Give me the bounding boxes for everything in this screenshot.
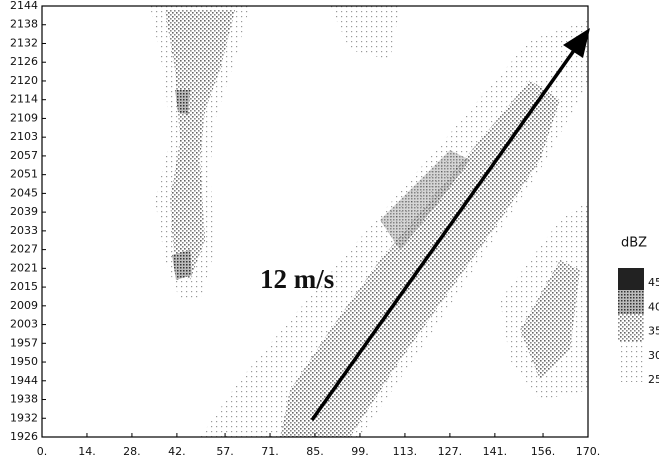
x-tick-label: 141. [483, 445, 508, 458]
y-tick-label: 2021 [10, 261, 38, 274]
arrow-head [563, 28, 590, 58]
x-tick-label: 57. [216, 445, 234, 458]
y-tick-label: 2033 [10, 224, 38, 237]
x-tick-label: 0. [37, 445, 48, 458]
y-tick-label: 1926 [10, 430, 38, 443]
y-tick-label: 2045 [10, 186, 38, 199]
speed-arrow [310, 40, 582, 422]
x-tick-label: 85. [306, 445, 324, 458]
y-tick-label: 2009 [10, 299, 38, 312]
y-tick-label: 1932 [10, 411, 38, 424]
y-tick-label: 2120 [10, 74, 38, 87]
y-tick-label: 2015 [10, 280, 38, 293]
x-tick-label: 170. [576, 445, 601, 458]
colorbar-tick-label: 45 [648, 276, 659, 289]
x-tick-label: 113. [393, 445, 418, 458]
x-tick-label: 71. [261, 445, 279, 458]
x-tick-label: 28. [123, 445, 141, 458]
annotation: 12 m/s [260, 264, 334, 294]
x-tick-label: 156. [531, 445, 556, 458]
echo-regions [150, 6, 590, 437]
y-tick-label: 2039 [10, 205, 38, 218]
y-tick-label: 1944 [10, 374, 38, 387]
y-tick-label: 2057 [10, 149, 38, 162]
y-tick-label: 2114 [10, 93, 38, 106]
y-tick-label: 2003 [10, 318, 38, 331]
colorbar-tick-label: 30 [648, 349, 659, 362]
x-tick-label: 127. [438, 445, 463, 458]
y-tick-label: 2144 [10, 0, 38, 12]
x-tick-label: 14. [78, 445, 96, 458]
y-tick-label: 2132 [10, 36, 38, 49]
colorbar-title: dBZ [621, 236, 647, 251]
y-tick-label: 2103 [10, 130, 38, 143]
y-tick-label: 1950 [10, 355, 38, 368]
x-tick-label: 99. [351, 445, 369, 458]
y-tick-label: 2109 [10, 111, 38, 124]
y-tick-label: 1957 [10, 336, 38, 349]
y-tick-label: 2027 [10, 243, 38, 256]
y-tick-label: 2138 [10, 18, 38, 31]
x-tick-label: 42. [168, 445, 186, 458]
colorbar-tick-label: 25 [648, 373, 659, 386]
colorbar [618, 268, 644, 382]
colorbar-tick-label: 35 [648, 325, 659, 338]
colorbar-tick-label: 40 [648, 300, 659, 313]
y-tick-label: 1938 [10, 393, 38, 406]
y-tick-label: 2051 [10, 168, 38, 181]
y-tick-label: 2126 [10, 55, 38, 68]
